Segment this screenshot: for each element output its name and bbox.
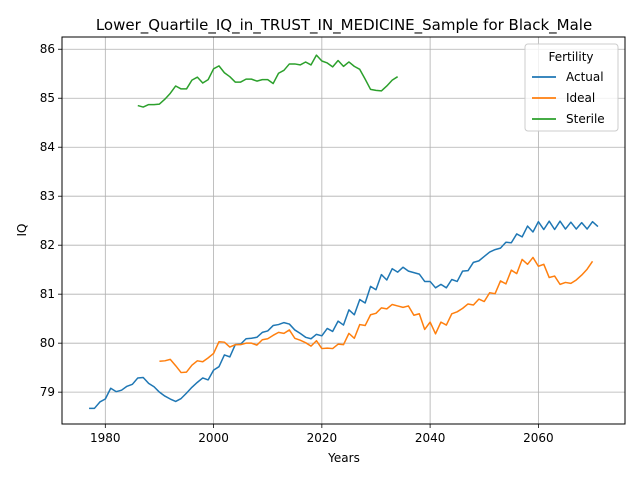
series-line-sterile: [137, 54, 399, 108]
y-tick-label: 84: [40, 140, 55, 154]
x-axis-ticks: 1980 2000 2020 2040 2060: [90, 424, 554, 445]
y-tick-label: 86: [40, 42, 55, 56]
x-axis-label: Years: [327, 451, 360, 465]
x-tick-label: 2000: [198, 431, 229, 445]
legend-title: Fertility: [548, 50, 593, 64]
series-line-ideal: [159, 256, 594, 374]
legend-label: Actual: [566, 70, 604, 84]
y-tick-label: 85: [40, 91, 55, 105]
series-lines: [89, 54, 599, 410]
plot-frame: [61, 36, 626, 425]
x-tick-label: 2040: [415, 431, 446, 445]
legend: Fertility Actual Ideal Sterile: [524, 43, 619, 132]
y-tick-label: 83: [40, 189, 55, 203]
y-tick-label: 80: [40, 336, 55, 350]
chart-title: Lower_Quartile_IQ_in_TRUST_IN_MEDICINE_S…: [96, 16, 592, 35]
y-axis-label: IQ: [15, 224, 29, 237]
legend-box: [524, 43, 619, 132]
legend-items: Actual Ideal Sterile: [532, 70, 605, 126]
y-tick-label: 79: [40, 385, 55, 399]
x-tick-label: 2020: [307, 431, 338, 445]
legend-label: Ideal: [566, 91, 595, 105]
y-tick-label: 82: [40, 238, 55, 252]
y-axis-ticks: 79 80 81 82 83 84 85 86: [40, 42, 62, 399]
x-tick-label: 1980: [90, 431, 121, 445]
y-tick-label: 81: [40, 287, 55, 301]
x-tick-label: 2060: [523, 431, 554, 445]
series-line-actual: [89, 220, 599, 410]
legend-label: Sterile: [566, 112, 605, 126]
